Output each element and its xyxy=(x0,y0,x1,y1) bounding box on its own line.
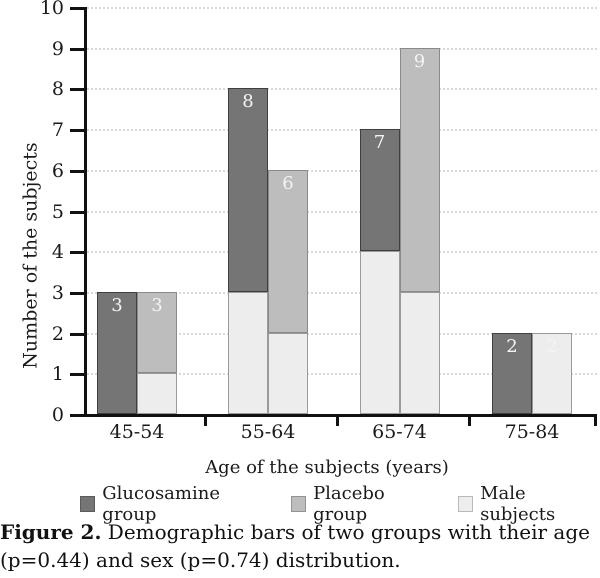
legend-swatch xyxy=(80,496,96,512)
x-tick xyxy=(336,417,339,426)
bar-value-label: 2 xyxy=(506,335,518,357)
x-tick-label: 45-54 xyxy=(109,421,165,443)
bar-value-label: 3 xyxy=(151,294,163,316)
gridline xyxy=(87,88,597,91)
glucosamine-bar-segment xyxy=(97,291,137,414)
bar-value-label: 7 xyxy=(373,132,386,154)
legend: Glucosamine group Placebo group Male subje… xyxy=(0,483,600,525)
gridline xyxy=(87,47,597,50)
gridline xyxy=(87,373,597,376)
y-tick xyxy=(70,332,84,336)
gridline xyxy=(87,291,597,294)
y-tick-label: 2 xyxy=(51,322,64,345)
y-tick xyxy=(70,414,84,417)
male-subjects-segment xyxy=(359,251,400,414)
male-subjects-segment xyxy=(399,291,440,414)
y-tick xyxy=(70,47,84,51)
figure-caption: Figure 2. Demographic bars of two groups… xyxy=(0,518,600,574)
legend-swatch xyxy=(290,496,307,512)
male-subjects-segment xyxy=(228,291,268,414)
legend-label: Placebo group xyxy=(313,483,385,525)
male-subjects-segment xyxy=(137,373,177,414)
legend-swatch xyxy=(457,496,474,512)
gridline xyxy=(87,129,597,132)
bar-value-label: 8 xyxy=(242,91,254,113)
gridline xyxy=(87,251,597,254)
placebo-bar-segment xyxy=(399,47,440,292)
x-axis-title: Age of the subjects (years) xyxy=(205,457,449,478)
caption-figure-label: Figure 2. xyxy=(0,520,102,544)
caption-text-line1: Demographic bars of two groups with thei… xyxy=(101,520,590,544)
legend-item: Male subjects xyxy=(457,483,600,525)
gridline xyxy=(87,169,597,172)
x-tick-label: 65-74 xyxy=(372,421,427,443)
bar-value-label: 9 xyxy=(413,50,426,72)
legend-label: Male subjects xyxy=(480,483,556,525)
y-axis-line xyxy=(84,7,87,417)
y-tick-label: 7 xyxy=(51,119,64,142)
bar-value-label: 2 xyxy=(546,335,558,357)
y-tick-label: 5 xyxy=(51,200,64,223)
gridline xyxy=(87,7,597,9)
gridline xyxy=(87,332,597,335)
gridline xyxy=(87,210,597,213)
male-subjects-segment xyxy=(268,332,308,414)
x-tick-label: 75-84 xyxy=(504,421,560,443)
legend-label: Glucosamine group xyxy=(102,483,220,525)
y-tick xyxy=(70,88,84,92)
y-tick xyxy=(70,291,84,295)
x-axis-line xyxy=(84,414,597,417)
x-tick xyxy=(204,417,207,426)
caption-text-line2: (p=0.44) and sex (p=0.74) distribution. xyxy=(0,548,401,572)
y-tick-label: 3 xyxy=(51,281,64,304)
y-tick-label: 0 xyxy=(51,404,64,426)
placebo-bar-segment xyxy=(268,169,308,333)
legend-item: Glucosamine group xyxy=(80,483,271,525)
x-tick xyxy=(594,417,597,426)
glucosamine-bar-segment xyxy=(492,332,532,414)
placebo-bar-segment xyxy=(137,291,177,374)
y-tick-label: 9 xyxy=(51,37,64,60)
glucosamine-bar-segment xyxy=(359,129,400,252)
y-tick xyxy=(70,7,84,10)
glucosamine-bar-segment xyxy=(228,88,268,292)
x-tick-label: 55-64 xyxy=(240,421,296,443)
bar-value-label: 6 xyxy=(282,172,294,194)
y-tick-label: 6 xyxy=(51,159,64,182)
legend-item: Placebo group xyxy=(290,483,438,525)
y-tick xyxy=(70,129,84,133)
y-tick-label: 4 xyxy=(51,241,64,264)
y-tick-label: 1 xyxy=(51,363,64,386)
y-tick-label: 8 xyxy=(51,78,64,101)
y-tick xyxy=(70,210,84,214)
y-tick xyxy=(70,373,84,377)
y-tick-label: 10 xyxy=(39,0,64,19)
male-subjects-segment xyxy=(532,332,572,414)
x-tick xyxy=(467,417,471,426)
bar-value-label: 3 xyxy=(111,294,123,316)
y-tick xyxy=(70,251,84,255)
y-tick xyxy=(70,169,84,173)
